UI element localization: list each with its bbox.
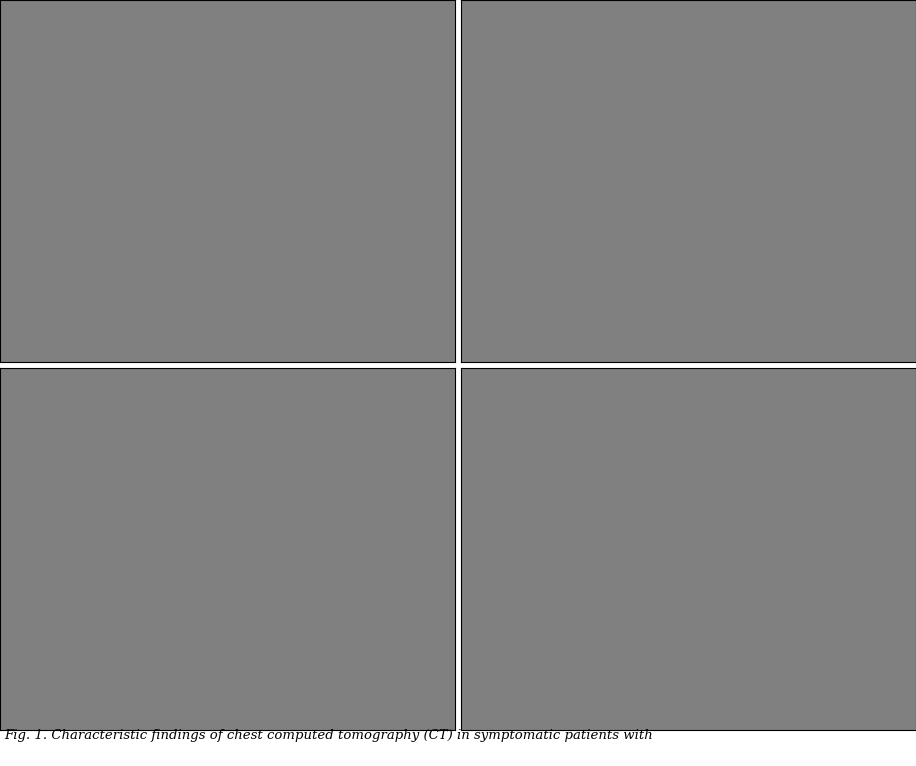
Text: Fig. 1. Characteristic findings of chest computed tomography (CT) in symptomatic: Fig. 1. Characteristic findings of chest… xyxy=(5,729,653,742)
